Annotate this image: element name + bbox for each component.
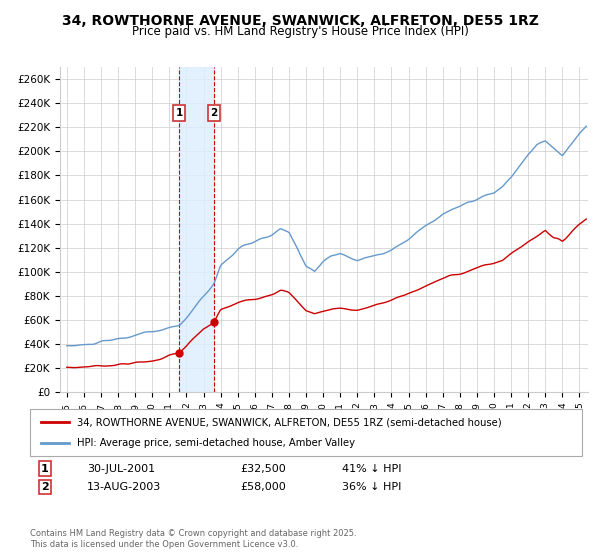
Text: HPI: Average price, semi-detached house, Amber Valley: HPI: Average price, semi-detached house,…: [77, 438, 355, 448]
Text: 2: 2: [211, 108, 218, 118]
Text: 36% ↓ HPI: 36% ↓ HPI: [342, 482, 401, 492]
Text: 1: 1: [176, 108, 183, 118]
Text: 13-AUG-2003: 13-AUG-2003: [87, 482, 161, 492]
Bar: [179, 67, 214, 392]
Text: Contains HM Land Registry data © Crown copyright and database right 2025.
This d: Contains HM Land Registry data © Crown c…: [30, 529, 356, 549]
Text: 30-JUL-2001: 30-JUL-2001: [87, 464, 155, 474]
Text: 34, ROWTHORNE AVENUE, SWANWICK, ALFRETON, DE55 1RZ (semi-detached house): 34, ROWTHORNE AVENUE, SWANWICK, ALFRETON…: [77, 417, 502, 427]
Text: £32,500: £32,500: [240, 464, 286, 474]
Text: 1: 1: [41, 464, 49, 474]
Text: 41% ↓ HPI: 41% ↓ HPI: [342, 464, 401, 474]
FancyBboxPatch shape: [30, 409, 582, 456]
Text: 2: 2: [41, 482, 49, 492]
Text: 34, ROWTHORNE AVENUE, SWANWICK, ALFRETON, DE55 1RZ: 34, ROWTHORNE AVENUE, SWANWICK, ALFRETON…: [62, 14, 538, 28]
Text: £58,000: £58,000: [240, 482, 286, 492]
Text: Price paid vs. HM Land Registry's House Price Index (HPI): Price paid vs. HM Land Registry's House …: [131, 25, 469, 38]
